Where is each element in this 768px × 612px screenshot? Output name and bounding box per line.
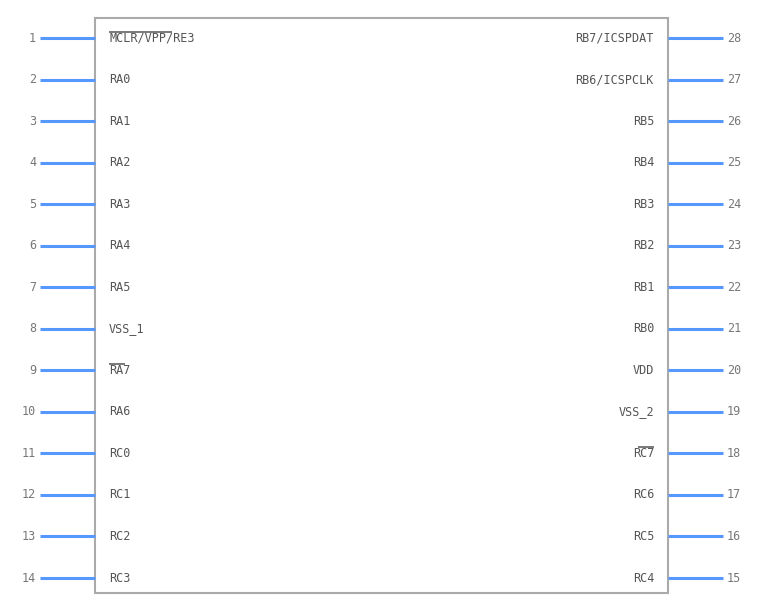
Text: RC4: RC4: [633, 572, 654, 584]
Text: VDD: VDD: [633, 364, 654, 377]
Text: 2: 2: [29, 73, 36, 86]
Text: RA7: RA7: [109, 364, 131, 377]
Text: 10: 10: [22, 405, 36, 419]
Bar: [95, 18, 668, 593]
Text: 19: 19: [727, 405, 741, 419]
Text: RC3: RC3: [109, 572, 131, 584]
Text: RB3: RB3: [633, 198, 654, 211]
Text: 1: 1: [29, 31, 36, 45]
Text: RA4: RA4: [109, 239, 131, 252]
Text: RB4: RB4: [633, 156, 654, 169]
Text: RB2: RB2: [633, 239, 654, 252]
Text: 15: 15: [727, 572, 741, 584]
Text: 12: 12: [22, 488, 36, 501]
Text: RC5: RC5: [633, 530, 654, 543]
Text: RB5: RB5: [633, 114, 654, 127]
Text: 14: 14: [22, 572, 36, 584]
Text: RA0: RA0: [109, 73, 131, 86]
Text: 17: 17: [727, 488, 741, 501]
Text: RB7/ICSPDAT: RB7/ICSPDAT: [576, 31, 654, 45]
Text: VSS_1: VSS_1: [109, 323, 144, 335]
Text: 21: 21: [727, 323, 741, 335]
Text: 26: 26: [727, 114, 741, 127]
Text: 24: 24: [727, 198, 741, 211]
Text: RC1: RC1: [109, 488, 131, 501]
Text: 8: 8: [29, 323, 36, 335]
Text: RC7: RC7: [633, 447, 654, 460]
Text: MCLR/VPP/RE3: MCLR/VPP/RE3: [109, 31, 194, 45]
Text: RB6/ICSPCLK: RB6/ICSPCLK: [576, 73, 654, 86]
Text: 27: 27: [727, 73, 741, 86]
Text: 13: 13: [22, 530, 36, 543]
Text: RC2: RC2: [109, 530, 131, 543]
Text: 7: 7: [29, 281, 36, 294]
Text: RA2: RA2: [109, 156, 131, 169]
Text: 5: 5: [29, 198, 36, 211]
Text: 11: 11: [22, 447, 36, 460]
Text: 28: 28: [727, 31, 741, 45]
Text: RC0: RC0: [109, 447, 131, 460]
Text: 9: 9: [29, 364, 36, 377]
Text: 4: 4: [29, 156, 36, 169]
Text: 23: 23: [727, 239, 741, 252]
Text: RA5: RA5: [109, 281, 131, 294]
Text: RC6: RC6: [633, 488, 654, 501]
Text: RB1: RB1: [633, 281, 654, 294]
Text: 25: 25: [727, 156, 741, 169]
Text: 3: 3: [29, 114, 36, 127]
Text: 6: 6: [29, 239, 36, 252]
Text: 22: 22: [727, 281, 741, 294]
Text: 20: 20: [727, 364, 741, 377]
Text: RA1: RA1: [109, 114, 131, 127]
Text: 18: 18: [727, 447, 741, 460]
Text: 16: 16: [727, 530, 741, 543]
Text: RB0: RB0: [633, 323, 654, 335]
Text: VSS_2: VSS_2: [618, 405, 654, 419]
Text: RA6: RA6: [109, 405, 131, 419]
Text: RA3: RA3: [109, 198, 131, 211]
